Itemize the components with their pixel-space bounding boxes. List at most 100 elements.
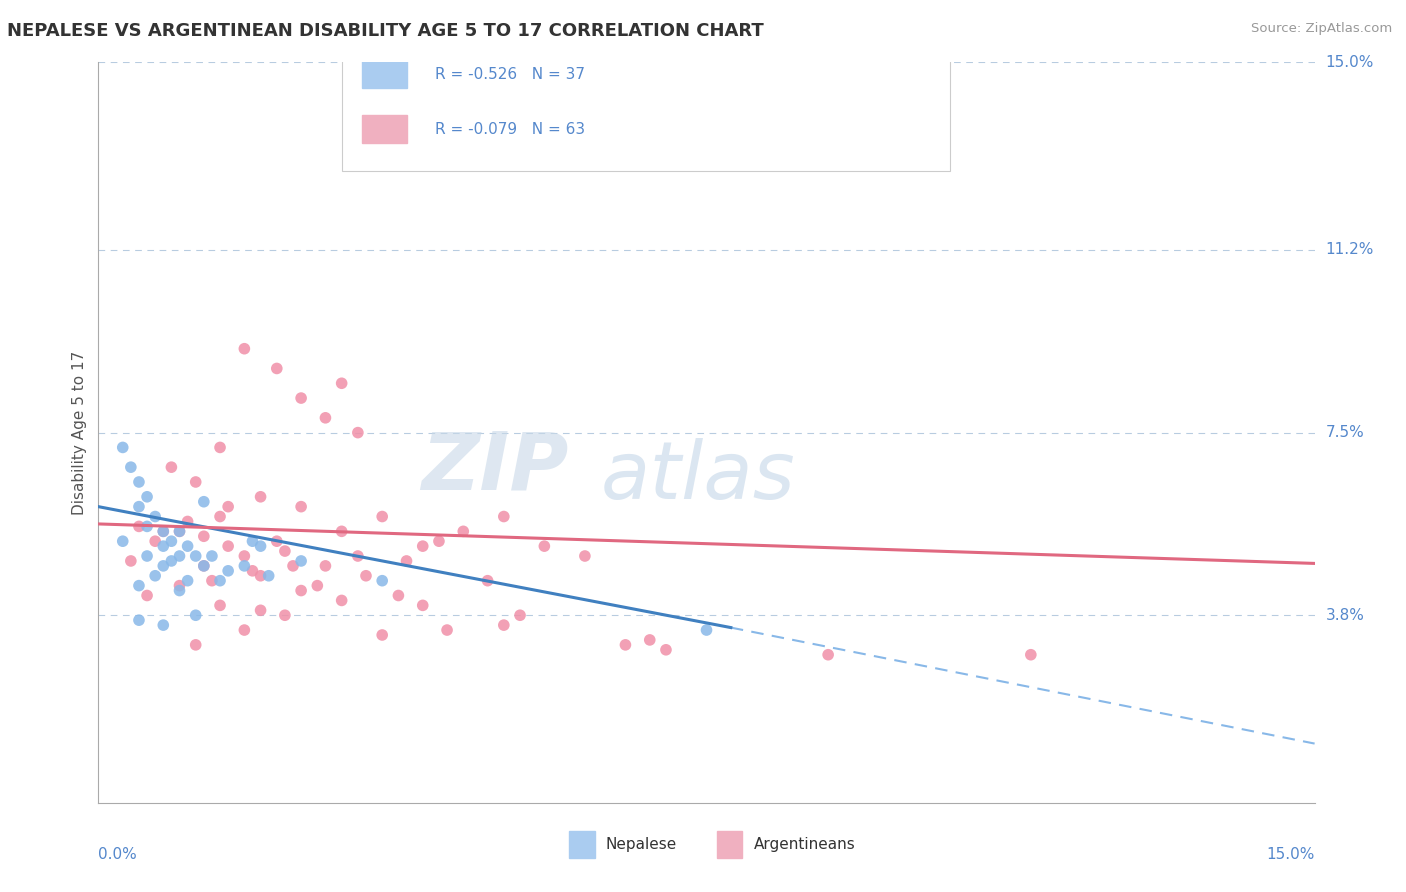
Point [453, 524, 475, 539]
Text: 0.0%: 0.0% [98, 847, 138, 863]
Point [128, 500, 150, 514]
Point [274, 608, 297, 623]
Point [201, 549, 224, 563]
Point [533, 539, 555, 553]
Point [233, 342, 256, 356]
Point [257, 568, 280, 582]
Point [436, 623, 458, 637]
Point [347, 425, 370, 440]
Point [169, 583, 191, 598]
Point [217, 539, 239, 553]
Point [193, 558, 215, 573]
Point [152, 558, 174, 573]
Point [249, 539, 271, 553]
Point [128, 613, 150, 627]
Point [290, 554, 312, 568]
Point [307, 579, 329, 593]
Point [209, 441, 232, 455]
Point [111, 534, 134, 549]
Point [217, 564, 239, 578]
Point [614, 638, 637, 652]
Text: NEPALESE VS ARGENTINEAN DISABILITY AGE 5 TO 17 CORRELATION CHART: NEPALESE VS ARGENTINEAN DISABILITY AGE 5… [7, 22, 763, 40]
Text: 7.5%: 7.5% [1326, 425, 1364, 440]
Point [1019, 648, 1042, 662]
Point [176, 539, 198, 553]
Point [509, 608, 531, 623]
Point [217, 500, 239, 514]
Point [184, 475, 207, 489]
Point [233, 558, 256, 573]
Point [290, 391, 312, 405]
Point [201, 574, 224, 588]
Point [412, 599, 434, 613]
Point [128, 519, 150, 533]
Point [290, 500, 312, 514]
Point [120, 554, 142, 568]
Point [354, 568, 377, 582]
Point [184, 549, 207, 563]
Point [266, 534, 288, 549]
Point [136, 519, 159, 533]
Point [395, 554, 418, 568]
Point [143, 534, 166, 549]
Point [330, 593, 353, 607]
Point [249, 568, 271, 582]
Point [249, 603, 271, 617]
Point [655, 642, 678, 657]
Point [330, 376, 353, 391]
Point [143, 568, 166, 582]
Text: Source: ZipAtlas.com: Source: ZipAtlas.com [1251, 22, 1392, 36]
Point [169, 524, 191, 539]
Point [120, 460, 142, 475]
FancyBboxPatch shape [342, 47, 950, 171]
Point [136, 490, 159, 504]
Text: Argentineans: Argentineans [754, 838, 855, 852]
Point [160, 460, 183, 475]
Point [638, 632, 661, 647]
Point [266, 361, 288, 376]
Y-axis label: Disability Age 5 to 17: Disability Age 5 to 17 [72, 351, 87, 515]
Text: R = -0.079   N = 63: R = -0.079 N = 63 [434, 121, 585, 136]
Point [152, 539, 174, 553]
Point [387, 589, 409, 603]
Point [111, 441, 134, 455]
Point [193, 494, 215, 508]
Point [696, 623, 718, 637]
Point [152, 618, 174, 632]
Bar [361, 62, 406, 88]
Point [242, 564, 264, 578]
Point [209, 509, 232, 524]
Point [160, 554, 183, 568]
Point [184, 638, 207, 652]
Point [492, 618, 515, 632]
Text: atlas: atlas [602, 438, 796, 516]
Point [169, 524, 191, 539]
Text: 3.8%: 3.8% [1326, 607, 1365, 623]
Point [176, 574, 198, 588]
Point [427, 534, 450, 549]
Point [314, 558, 336, 573]
Point [128, 579, 150, 593]
Point [314, 410, 336, 425]
Text: ZIP: ZIP [422, 428, 568, 506]
Point [136, 549, 159, 563]
Point [176, 515, 198, 529]
Point [169, 549, 191, 563]
Point [249, 490, 271, 504]
Point [233, 623, 256, 637]
Text: 15.0%: 15.0% [1267, 847, 1315, 863]
Point [574, 549, 596, 563]
Point [136, 589, 159, 603]
Text: 15.0%: 15.0% [1326, 55, 1374, 70]
Point [412, 539, 434, 553]
Bar [361, 115, 406, 143]
Point [128, 475, 150, 489]
Point [477, 574, 499, 588]
Point [193, 558, 215, 573]
Point [274, 544, 297, 558]
Point [371, 574, 394, 588]
Point [209, 599, 232, 613]
Point [347, 549, 370, 563]
Point [817, 648, 839, 662]
Point [169, 579, 191, 593]
